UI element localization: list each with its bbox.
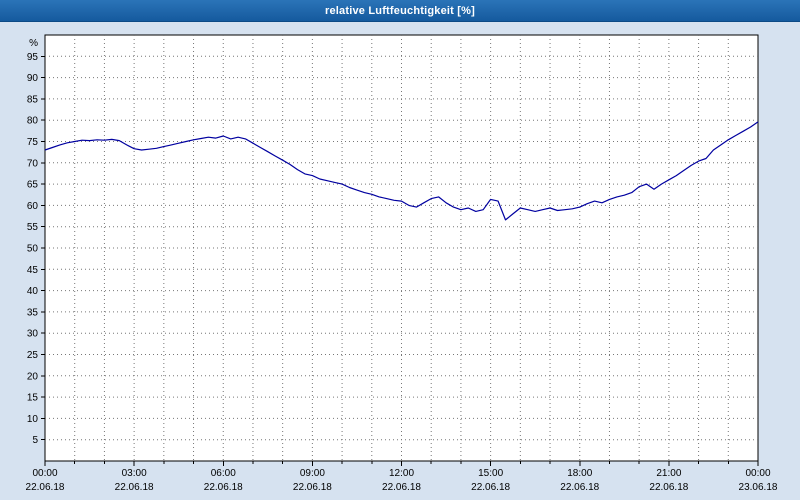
- y-tick-label: 90: [27, 73, 39, 84]
- x-date-label: 22.06.18: [382, 482, 421, 493]
- y-tick-label: 45: [27, 265, 39, 276]
- x-date-label: 22.06.18: [26, 482, 65, 493]
- y-tick-label: 25: [27, 350, 39, 361]
- x-date-label: 22.06.18: [115, 482, 154, 493]
- humidity-chart-svg: 5 10 15 20 25 30 35 40 45 50 55 60 65 70 75 80 85 90 95% 00…: [26, 34, 778, 493]
- y-tick-label: 85: [27, 94, 39, 105]
- chart-area: 5 10 15 20 25 30 35 40 45 50 55 60 65 70 75 80 85 90 95% 00…: [0, 22, 800, 500]
- y-tick-label: 75: [27, 137, 39, 148]
- y-axis-unit-label: %: [29, 38, 38, 49]
- chart-title: relative Luftfeuchtigkeit [%]: [324, 4, 476, 17]
- y-tick-label: 15: [27, 393, 39, 404]
- y-tick-label: 80: [27, 116, 39, 127]
- y-tick-label: 70: [27, 158, 39, 169]
- y-tick-label: 95: [27, 52, 39, 63]
- y-tick-label: 20: [27, 371, 39, 382]
- window-titlebar[interactable]: relative Luftfeuchtigkeit [%]: [0, 0, 800, 22]
- y-tick-label: 60: [27, 201, 39, 212]
- x-time-label: 21:00: [656, 468, 681, 479]
- x-date-label: 22.06.18: [204, 482, 243, 493]
- x-date-label: 22.06.18: [293, 482, 332, 493]
- x-date-label: 22.06.18: [649, 482, 688, 493]
- y-tick-label: 55: [27, 222, 39, 233]
- y-tick-label: 65: [27, 180, 39, 191]
- x-date-label: 23.06.18: [739, 482, 778, 493]
- x-date-label: 22.06.18: [560, 482, 599, 493]
- x-time-label: 15:00: [478, 468, 503, 479]
- x-time-label: 00:00: [32, 468, 57, 479]
- x-time-label: 12:00: [389, 468, 414, 479]
- x-date-label: 22.06.18: [471, 482, 510, 493]
- x-time-label: 18:00: [567, 468, 592, 479]
- x-time-label: 09:00: [300, 468, 325, 479]
- y-tick-label: 40: [27, 286, 39, 297]
- y-tick-label: 10: [27, 414, 39, 425]
- y-tick-label: 35: [27, 307, 39, 318]
- y-tick-label: 5: [32, 435, 38, 446]
- x-time-label: 03:00: [122, 468, 147, 479]
- series-line: [44, 121, 759, 221]
- y-tick-label: 30: [27, 329, 39, 340]
- y-tick-label: 50: [27, 244, 39, 255]
- x-time-label: 06:00: [211, 468, 236, 479]
- x-time-label: 00:00: [745, 468, 770, 479]
